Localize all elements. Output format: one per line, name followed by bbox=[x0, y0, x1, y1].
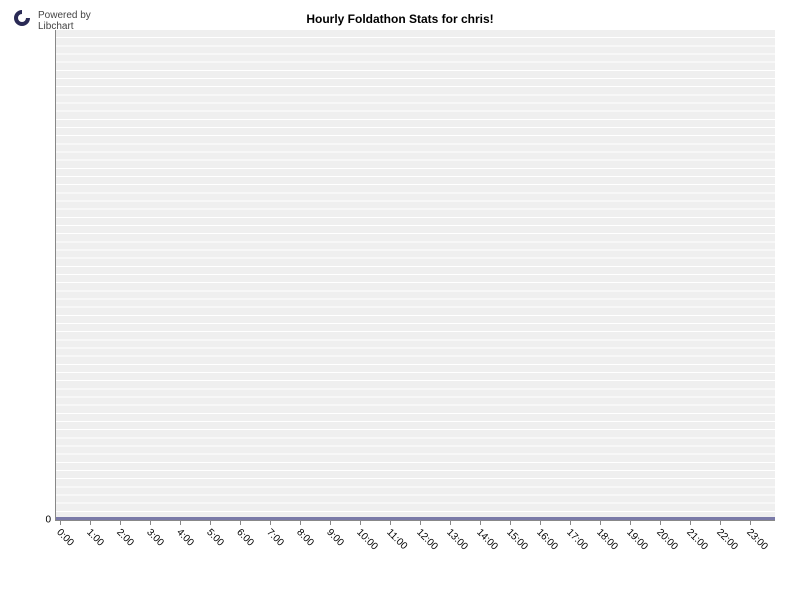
x-tick-label: 18:00 bbox=[594, 527, 619, 552]
x-tick-label: 15:00 bbox=[504, 527, 529, 552]
x-tick bbox=[180, 520, 181, 525]
x-tick-label: 0:00 bbox=[54, 527, 76, 549]
x-tick bbox=[690, 520, 691, 525]
plot-area bbox=[55, 30, 775, 520]
x-tick bbox=[90, 520, 91, 525]
x-tick-label: 16:00 bbox=[534, 527, 559, 552]
x-tick bbox=[390, 520, 391, 525]
x-tick bbox=[600, 520, 601, 525]
x-tick bbox=[540, 520, 541, 525]
x-tick-label: 12:00 bbox=[414, 527, 439, 552]
x-tick bbox=[660, 520, 661, 525]
x-tick bbox=[750, 520, 751, 525]
y-tick-label: 0 bbox=[0, 515, 51, 526]
x-tick bbox=[270, 520, 271, 525]
x-tick bbox=[510, 520, 511, 525]
x-tick-label: 1:00 bbox=[84, 527, 106, 549]
x-tick-label: 17:00 bbox=[564, 527, 589, 552]
x-tick-label: 10:00 bbox=[354, 527, 379, 552]
x-tick bbox=[720, 520, 721, 525]
baseline-bar bbox=[56, 517, 775, 520]
x-tick bbox=[300, 520, 301, 525]
x-tick-label: 22:00 bbox=[714, 527, 739, 552]
x-tick-label: 5:00 bbox=[204, 527, 226, 549]
x-tick-label: 2:00 bbox=[114, 527, 136, 549]
x-tick-label: 9:00 bbox=[324, 527, 346, 549]
x-tick bbox=[150, 520, 151, 525]
x-tick-label: 7:00 bbox=[264, 527, 286, 549]
x-tick-label: 21:00 bbox=[684, 527, 709, 552]
x-tick bbox=[570, 520, 571, 525]
y-axis-line bbox=[55, 30, 56, 520]
x-tick-label: 11:00 bbox=[384, 527, 409, 552]
x-tick bbox=[630, 520, 631, 525]
x-tick bbox=[360, 520, 361, 525]
x-tick bbox=[60, 520, 61, 525]
chart-container: { "branding": { "powered_by_line1": "Pow… bbox=[0, 0, 800, 600]
x-tick-label: 20:00 bbox=[654, 527, 679, 552]
x-tick-label: 8:00 bbox=[294, 527, 316, 549]
x-tick-label: 13:00 bbox=[444, 527, 469, 552]
x-tick-label: 3:00 bbox=[144, 527, 166, 549]
x-tick bbox=[120, 520, 121, 525]
x-tick bbox=[450, 520, 451, 525]
plot-grid-fill bbox=[55, 30, 775, 520]
x-tick-label: 4:00 bbox=[174, 527, 196, 549]
x-tick-label: 23:00 bbox=[744, 527, 769, 552]
x-axis-line bbox=[55, 520, 775, 521]
x-tick bbox=[480, 520, 481, 525]
x-tick bbox=[330, 520, 331, 525]
x-tick-label: 19:00 bbox=[624, 527, 649, 552]
x-tick-label: 6:00 bbox=[234, 527, 256, 549]
x-tick bbox=[210, 520, 211, 525]
x-tick bbox=[240, 520, 241, 525]
x-tick-label: 14:00 bbox=[474, 527, 499, 552]
chart-title: Hourly Foldathon Stats for chris! bbox=[0, 12, 800, 26]
x-tick bbox=[420, 520, 421, 525]
